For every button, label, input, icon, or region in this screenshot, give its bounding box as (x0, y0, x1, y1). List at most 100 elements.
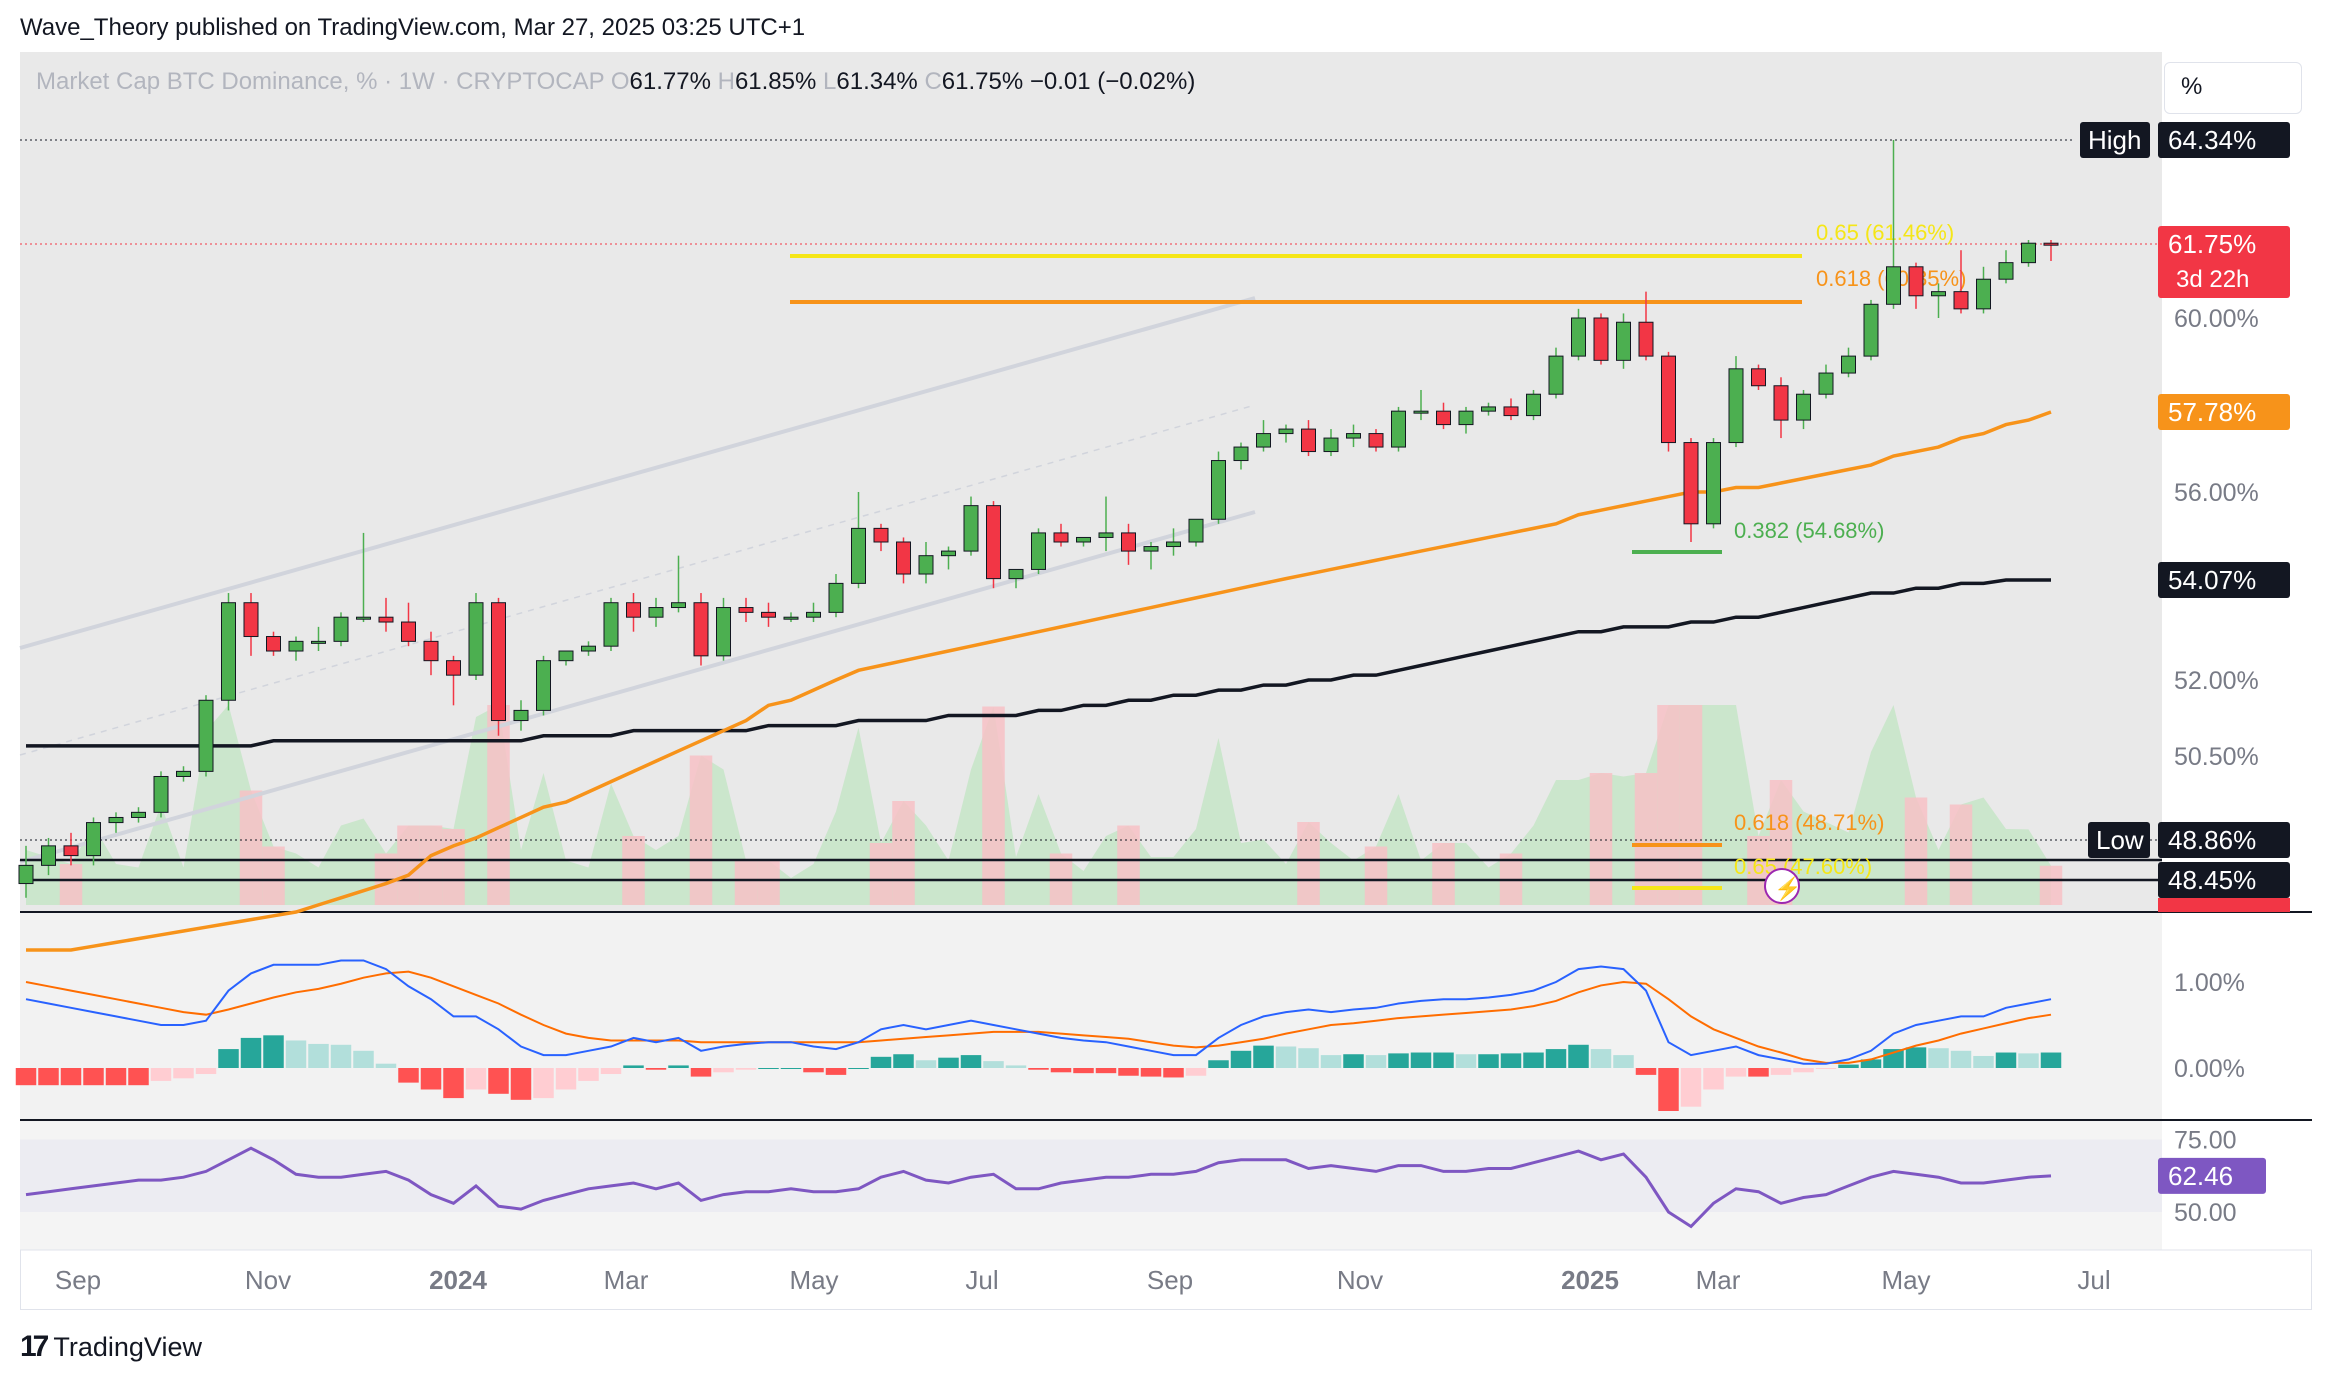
symbol-name[interactable]: Market Cap BTC Dominance, % · 1W · CRYPT… (36, 68, 605, 95)
macd-histogram-bar (1320, 1055, 1342, 1068)
macd-histogram-bar (623, 1065, 644, 1068)
macd-line (25, 959, 2052, 1065)
candle-down (1638, 321, 1654, 357)
macd-pane-bg (20, 912, 2162, 1122)
high-value: 61.85% (734, 68, 817, 95)
candle-down (1503, 406, 1519, 417)
candle-up (221, 602, 236, 701)
alert-lightning-icon (1764, 868, 1800, 904)
time-tick: Nov (245, 1265, 291, 1295)
macd-histogram-bar (218, 1049, 239, 1068)
time-tick: Jul (2077, 1265, 2110, 1295)
low-prefix: L (823, 68, 837, 95)
time-tick: Sep (55, 1265, 101, 1295)
time-tick: Mar (604, 1265, 649, 1295)
high-label-bg (2080, 122, 2150, 158)
candle-down (266, 636, 281, 652)
candle-down (423, 640, 439, 662)
volume-down-area (2039, 865, 2063, 905)
candle-up (1346, 433, 1361, 439)
symbol-legend: Market Cap BTC Dominance, % · 1W · CRYPT… (36, 68, 1195, 96)
candle-up (783, 616, 799, 620)
tradingview-logo-icon: 17 (20, 1330, 49, 1363)
macd-histogram-bar (308, 1043, 329, 1068)
candle-up (1211, 460, 1226, 520)
candle-up (2021, 242, 2036, 264)
macd-histogram-bar (1613, 1055, 1634, 1068)
footer-brand[interactable]: 17 TradingView (20, 1330, 202, 1364)
candle-down (401, 621, 416, 642)
volume-down-area (262, 846, 285, 905)
macd-histogram-bar (1118, 1068, 1139, 1076)
macd-histogram-bar (1073, 1068, 1094, 1074)
macd-histogram-bar (1095, 1068, 1117, 1074)
macd-histogram-bar (578, 1068, 599, 1081)
candle-up (1031, 532, 1046, 570)
time-tick: Jul (965, 1265, 998, 1295)
time-tick: May (1881, 1265, 1930, 1295)
candle-up (1998, 262, 2014, 280)
macd-histogram-bar (1635, 1068, 1657, 1075)
macd-histogram-bar (713, 1068, 734, 1073)
macd-histogram-bar (555, 1068, 577, 1090)
candle-up (716, 607, 731, 657)
macd-histogram-bar (915, 1060, 937, 1068)
candle-up (18, 864, 34, 885)
fib-0.65-label: 0.65 (61.46%) (1816, 220, 1954, 245)
macd-histogram-bar (533, 1068, 554, 1099)
channel-mid-line (19, 404, 1256, 756)
macd-histogram-bar (1590, 1049, 1612, 1068)
volume-down-area (1117, 825, 1140, 905)
support-price-tag-bg (2158, 862, 2290, 898)
low-price-tag-bg (2158, 822, 2290, 858)
hidden-price-tag-edge (2158, 898, 2290, 912)
macd-histogram-bar (398, 1068, 419, 1083)
open-value: 61.77% (629, 68, 711, 95)
candle-up (108, 816, 124, 824)
macd-histogram-bar (1028, 1068, 1049, 1070)
candle-up (1481, 406, 1496, 412)
ma200-price-tag-bg (2158, 562, 2290, 598)
macd-histogram-bar (1928, 1048, 1949, 1068)
macd-histogram-bar (83, 1068, 104, 1086)
percent-scale-button[interactable]: % (2164, 62, 2302, 114)
candle-up (828, 582, 844, 613)
macd-histogram-bar (420, 1068, 442, 1090)
candle-down (243, 602, 259, 638)
candle-up (1166, 541, 1181, 548)
time-tick: Sep (1147, 1265, 1193, 1295)
macd-histogram-bar (1253, 1045, 1274, 1068)
macd-histogram-bar (105, 1068, 127, 1086)
macd-histogram-bar (2018, 1053, 2039, 1068)
low-label-bg (2088, 822, 2150, 858)
macd-histogram-bar (1433, 1052, 1454, 1068)
macd-histogram-bar (1208, 1060, 1229, 1068)
rsi-band (20, 1139, 2162, 1212)
macd-histogram-bar (1815, 1068, 1837, 1069)
volume-down-area (734, 860, 758, 905)
macd-histogram-bar (1860, 1059, 1882, 1068)
ma50-price-tag: 57.78% (2168, 397, 2256, 427)
candle-up (198, 699, 214, 772)
high-price-tag: 64.34% (2168, 125, 2256, 155)
macd-histogram-bar (1478, 1054, 1499, 1068)
macd-histogram-bar (1973, 1055, 1994, 1068)
candle-up (1728, 368, 1744, 444)
macd-histogram-bar (1050, 1068, 1072, 1073)
candle-down (1121, 532, 1136, 552)
volume-down-area (1364, 846, 1388, 905)
macd-histogram-bar (1455, 1054, 1477, 1068)
volume-down-area (487, 705, 510, 905)
close-value: 61.75% (941, 68, 1024, 95)
macd-histogram-bar (848, 1068, 869, 1069)
support-price-tag: 48.45% (2168, 865, 2256, 895)
candle-up (963, 505, 979, 552)
volume-down-area (419, 825, 443, 905)
macd-histogram-bar (1500, 1053, 1522, 1068)
macd-histogram-bar (758, 1068, 779, 1069)
candle-up (1863, 303, 1879, 357)
volume-down-area (397, 825, 420, 905)
macd-histogram-bar (1388, 1053, 1409, 1068)
low-label: Low (2096, 825, 2144, 855)
